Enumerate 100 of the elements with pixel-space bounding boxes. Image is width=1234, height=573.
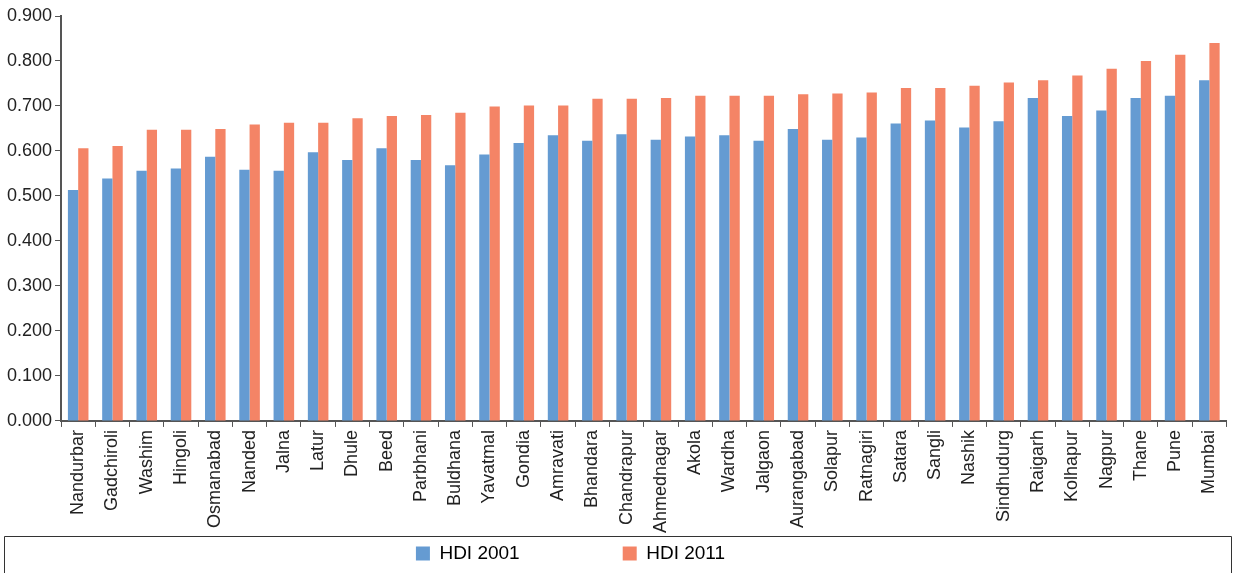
- x-tick-label: Pune: [1164, 429, 1185, 472]
- bar: [798, 94, 809, 421]
- x-tick-label: Gadchiroli: [101, 429, 122, 511]
- y-tick-label: 0.600: [7, 139, 53, 160]
- x-tick-label: Beed: [375, 429, 396, 472]
- y-tick-label: 0.500: [7, 184, 53, 205]
- y-tick-label: 0.400: [7, 229, 53, 250]
- bar: [1175, 54, 1186, 421]
- bar: [1072, 75, 1083, 421]
- y-tick-label: 0.000: [7, 409, 53, 430]
- legend-label: HDI 2001: [439, 541, 615, 563]
- bar: [753, 140, 764, 421]
- x-tick-label: Chandrapur: [615, 429, 636, 525]
- bar: [239, 169, 250, 421]
- x-tick-label: Satara: [889, 428, 910, 483]
- bar: [729, 95, 740, 421]
- bar: [832, 93, 843, 421]
- x-tick-label: Kolhapur: [1061, 429, 1082, 502]
- x-tick-label: Raigarh: [1026, 429, 1047, 493]
- bar: [558, 105, 569, 421]
- x-tick-label: Akola: [684, 428, 705, 475]
- bar: [1106, 68, 1117, 421]
- bar: [1003, 82, 1014, 421]
- bar: [582, 140, 593, 421]
- bar: [866, 92, 877, 421]
- bar: [1061, 115, 1073, 421]
- bar: [1140, 60, 1152, 421]
- bar: [719, 135, 730, 421]
- bar: [205, 156, 216, 421]
- y-tick-label: 0.700: [7, 94, 53, 115]
- bar: [283, 122, 295, 421]
- bar: [763, 95, 775, 421]
- x-tick-label: Parbhani: [409, 429, 430, 502]
- bar: [1164, 95, 1176, 421]
- bar: [890, 123, 901, 421]
- bar: [410, 159, 421, 421]
- bar: [444, 165, 456, 421]
- y-tick-label: 0.800: [7, 49, 53, 70]
- y-tick-label: 0.300: [7, 274, 53, 295]
- bar: [386, 115, 397, 421]
- bar: [78, 148, 89, 421]
- x-tick-label: Dhule: [341, 429, 362, 477]
- x-tick-label: Mumbai: [1198, 429, 1219, 494]
- bar: [479, 154, 490, 421]
- legend-label: HDI 2011: [646, 541, 821, 563]
- x-tick-label: Gondia: [512, 428, 533, 488]
- bar: [489, 106, 500, 421]
- bar: [1096, 110, 1107, 421]
- bar: [523, 105, 535, 421]
- x-tick-label: Ahmednagar: [649, 429, 670, 534]
- bar: [787, 128, 799, 421]
- x-tick-label: Buldhana: [444, 428, 465, 507]
- bar: [856, 137, 867, 421]
- x-tick-label: Osmanabad: [204, 429, 225, 528]
- bar: [420, 114, 432, 421]
- x-tick-label: Washim: [135, 429, 156, 495]
- bar: [376, 148, 387, 421]
- bar: [969, 85, 980, 421]
- bar: [695, 95, 706, 421]
- bar: [626, 98, 637, 421]
- x-tick-label: Wardha: [718, 428, 739, 493]
- bar: [112, 146, 123, 421]
- x-tick-label: Sangli: [924, 429, 945, 480]
- bar: [547, 135, 559, 421]
- x-tick-label: Bhandara: [581, 428, 602, 509]
- bar: [102, 178, 113, 421]
- bar: [455, 112, 466, 421]
- x-tick-label: Latur: [307, 429, 328, 471]
- y-tick-label: 0.200: [7, 319, 53, 340]
- x-tick-label: Thane: [1129, 429, 1150, 481]
- bar: [684, 136, 696, 421]
- bar: [616, 134, 627, 421]
- x-tick-label: Nanded: [238, 429, 259, 493]
- bar: [935, 87, 946, 421]
- bar: [170, 168, 182, 421]
- bar: [924, 120, 936, 421]
- x-tick-label: Yavatmal: [478, 429, 499, 504]
- bar: [1130, 97, 1141, 421]
- bar: [513, 142, 524, 421]
- bar: [959, 127, 970, 421]
- bar: [592, 98, 603, 421]
- x-tick-label: Jalgaon: [752, 429, 773, 493]
- x-tick-label: Nashik: [958, 428, 979, 485]
- bar: [1209, 43, 1220, 421]
- bar: [900, 87, 912, 421]
- bar: [993, 121, 1004, 421]
- bar: [342, 159, 353, 421]
- bar: [1027, 97, 1038, 421]
- y-tick-label: 0.900: [7, 4, 53, 25]
- x-tick-label: Solapur: [821, 429, 842, 492]
- bar: [650, 139, 661, 421]
- bar: [215, 128, 226, 421]
- y-tick-label: 0.100: [7, 364, 53, 385]
- bar: [1037, 80, 1049, 421]
- bar: [181, 129, 192, 421]
- bar: [318, 122, 329, 421]
- bar: [660, 97, 672, 421]
- bar: [1199, 80, 1210, 421]
- bar: [67, 190, 79, 421]
- x-tick-label: Sindhudurg: [992, 429, 1013, 523]
